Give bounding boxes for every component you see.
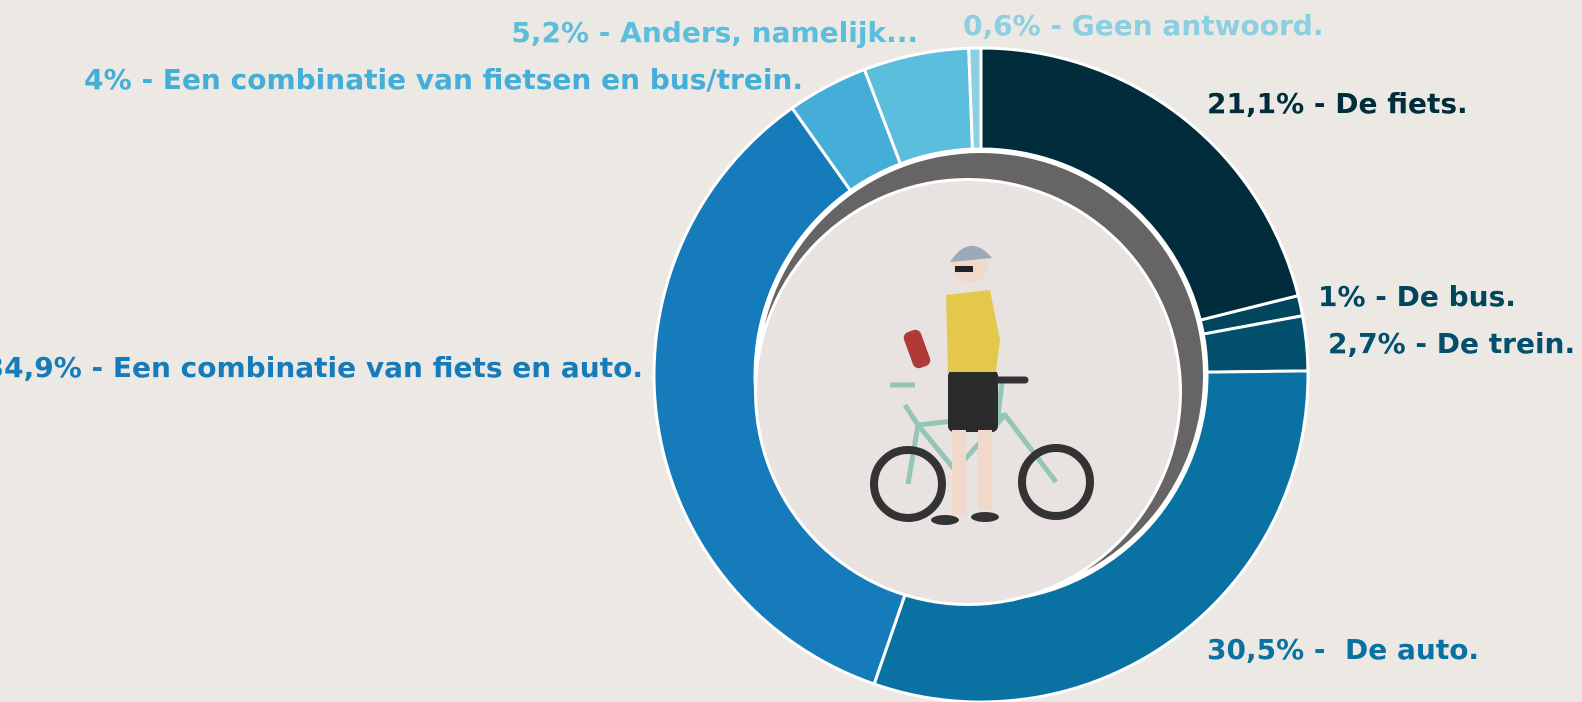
slice-label: 5,2% - Anders, namelijk... bbox=[511, 16, 918, 49]
slice-label: 0,6% - Geen antwoord. bbox=[963, 9, 1323, 42]
slice-label: 21,1% - De fiets. bbox=[1207, 87, 1468, 120]
slice-label: 2,7% - De trein. bbox=[1328, 327, 1575, 360]
slice bbox=[969, 48, 981, 149]
slice-label: 1% - De bus. bbox=[1318, 280, 1516, 313]
slice-label: 34,9% - Een combinatie van fiets en auto… bbox=[0, 351, 643, 384]
chart: 21,1% - De fiets. 1% - De bus. 2,7% - De t… bbox=[0, 0, 1582, 702]
slice-label: 30,5% - De auto. bbox=[1207, 633, 1479, 666]
slice-label: 4% - Een combinatie van fietsen en bus/t… bbox=[84, 63, 803, 96]
